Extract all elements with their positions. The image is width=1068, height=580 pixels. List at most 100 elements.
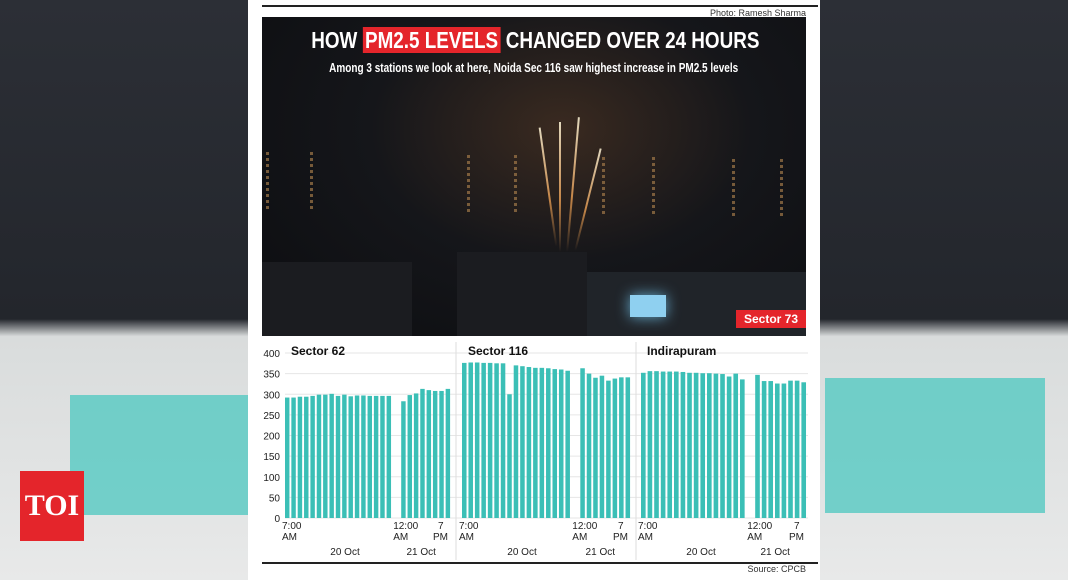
y-tick-label: 350: [263, 370, 280, 381]
bar: [700, 373, 706, 518]
fireworks-photo: HOW PM2.5 LEVELS CHANGED OVER 24 HOURS A…: [262, 17, 806, 336]
bar: [316, 394, 322, 518]
photo-location-label: Sector 73: [735, 310, 806, 328]
bar: [373, 395, 379, 518]
x-tick-label: AM: [572, 532, 587, 543]
bar: [526, 367, 532, 518]
bar: [494, 363, 499, 518]
bar: [420, 388, 425, 518]
bar: [619, 377, 624, 518]
bar: [768, 381, 774, 518]
bar: [586, 373, 592, 518]
x-tick-label: 7: [438, 521, 444, 532]
photo-credit: Photo: Ramesh Sharma: [709, 8, 806, 18]
panel-title: Indirapuram: [647, 344, 716, 358]
bar: [462, 362, 467, 518]
bar: [520, 366, 525, 518]
y-tick-label: 300: [263, 390, 280, 401]
x-tick-label: AM: [282, 532, 297, 543]
y-tick-label: 400: [263, 349, 280, 360]
bar: [654, 371, 659, 518]
bar: [439, 390, 444, 518]
x-tick-label: PM: [613, 532, 628, 543]
bar: [367, 395, 372, 518]
x-tick-label: AM: [747, 532, 762, 543]
toi-logo: TOI: [20, 471, 84, 541]
bar: [533, 367, 538, 518]
bar: [713, 373, 719, 518]
bar: [606, 380, 611, 518]
bar: [801, 382, 807, 518]
bar: [674, 371, 679, 518]
bar: [641, 372, 646, 518]
subtitle: Among 3 stations we look at here, Noida …: [329, 61, 739, 75]
bar: [507, 394, 512, 518]
bar: [687, 372, 692, 518]
bar: [558, 369, 564, 518]
bar: [487, 362, 493, 518]
source: Source: CPCB: [747, 564, 806, 574]
bar: [667, 371, 673, 518]
bar: [680, 371, 686, 518]
date-label: 20 Oct: [507, 547, 537, 558]
bar: [500, 363, 506, 518]
x-tick-label: PM: [433, 532, 448, 543]
bar: [285, 397, 290, 518]
panel-title: Sector 116: [468, 344, 528, 358]
x-tick-label: 7:00: [459, 521, 479, 532]
bar: [593, 377, 598, 518]
x-tick-label: 7: [794, 521, 800, 532]
bar: [386, 395, 392, 518]
y-tick-label: 150: [263, 452, 280, 463]
bar: [660, 371, 666, 518]
date-label: 21 Oct: [406, 547, 436, 558]
bar: [546, 368, 551, 518]
bar: [552, 369, 558, 518]
bar: [726, 376, 732, 518]
y-tick-label: 100: [263, 473, 280, 484]
date-label: 20 Oct: [330, 547, 360, 558]
date-label: 20 Oct: [686, 547, 716, 558]
bar: [647, 371, 653, 518]
bar: [291, 397, 296, 518]
bar: [342, 394, 347, 518]
lit-window: [630, 295, 666, 317]
x-tick-label: 7:00: [282, 521, 302, 532]
bar: [335, 395, 341, 518]
date-label: 21 Oct: [760, 547, 790, 558]
bar: [774, 383, 780, 518]
bar: [413, 393, 419, 518]
bar: [481, 362, 486, 518]
x-tick-label: AM: [638, 532, 653, 543]
bar: [612, 378, 618, 518]
bar: [361, 395, 366, 518]
y-tick-label: 200: [263, 432, 280, 443]
bar: [310, 395, 315, 518]
bar: [599, 375, 605, 518]
panel-title: Sector 62: [291, 344, 345, 358]
bar: [323, 394, 328, 518]
bar: [513, 365, 519, 518]
bar: [432, 390, 438, 518]
bar: [740, 379, 745, 518]
bar: [401, 401, 406, 518]
x-tick-label: 7:00: [638, 521, 658, 532]
y-tick-label: 50: [269, 493, 281, 504]
x-tick-label: AM: [393, 532, 408, 543]
bar: [304, 396, 309, 518]
x-tick-label: 12:00: [572, 521, 597, 532]
blurred-bars-left: [70, 395, 248, 515]
bar: [348, 396, 353, 518]
bar: [794, 380, 800, 518]
bottom-rule: [262, 562, 818, 564]
bar: [693, 372, 699, 518]
bar: [329, 393, 334, 518]
x-tick-label: 12:00: [747, 521, 772, 532]
date-label: 21 Oct: [586, 547, 616, 558]
bar: [426, 390, 432, 518]
headline: HOW PM2.5 LEVELS CHANGED OVER 24 HOURS: [311, 27, 760, 53]
bar: [474, 362, 480, 518]
bar: [707, 373, 712, 518]
bar: [580, 368, 585, 518]
